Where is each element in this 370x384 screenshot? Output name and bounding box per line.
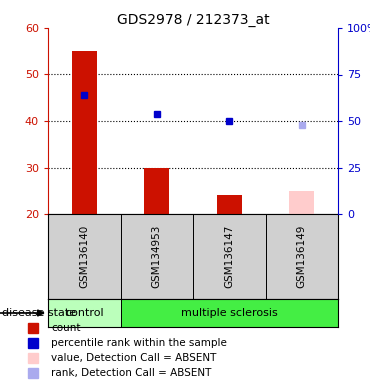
Text: GSM136147: GSM136147 [224,225,234,288]
Bar [121,299,338,327]
Text: count: count [51,323,81,333]
Bar [289,191,314,214]
Text: percentile rank within the sample: percentile rank within the sample [51,338,227,348]
Text: control: control [65,308,104,318]
Text: value, Detection Call = ABSENT: value, Detection Call = ABSENT [51,353,217,363]
Bar [121,214,193,299]
Bar [216,195,242,214]
Text: GSM136140: GSM136140 [79,225,89,288]
Text: multiple sclerosis: multiple sclerosis [181,308,278,318]
Bar [48,214,121,299]
Text: GSM134953: GSM134953 [152,225,162,288]
Bar [144,167,169,214]
Bar [71,51,97,214]
Title: GDS2978 / 212373_at: GDS2978 / 212373_at [117,13,269,27]
Text: GSM136149: GSM136149 [297,225,307,288]
Bar [266,214,338,299]
Bar [48,299,121,327]
Bar [193,214,266,299]
Text: rank, Detection Call = ABSENT: rank, Detection Call = ABSENT [51,368,212,378]
Text: disease state: disease state [2,308,76,318]
